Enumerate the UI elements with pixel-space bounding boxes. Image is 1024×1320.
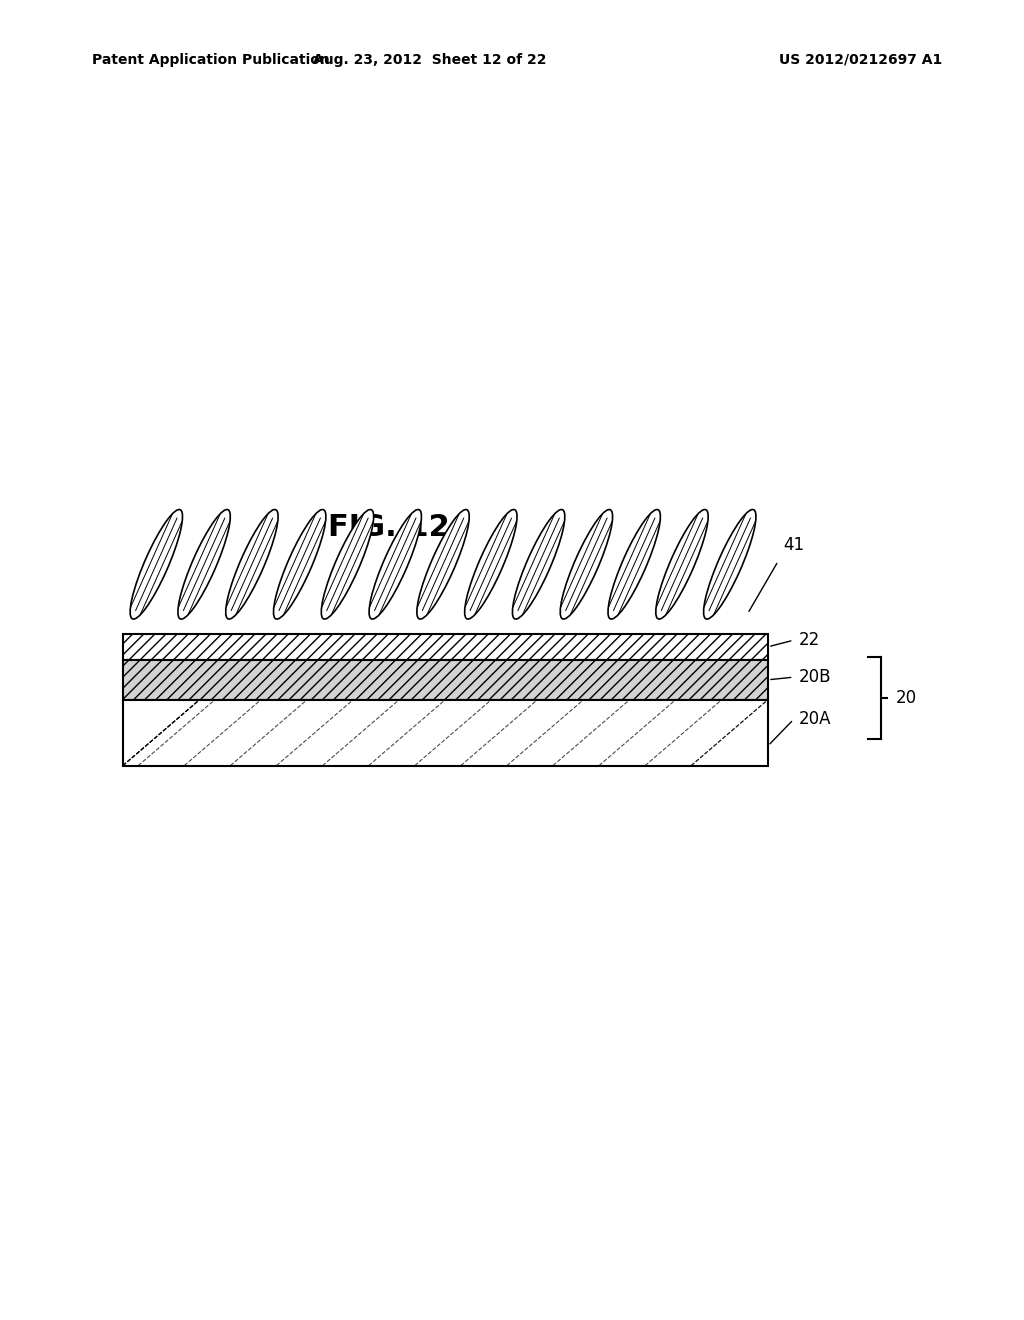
Ellipse shape	[369, 510, 422, 619]
Ellipse shape	[608, 510, 660, 619]
Text: Patent Application Publication: Patent Application Publication	[92, 53, 330, 67]
Ellipse shape	[225, 510, 279, 619]
Ellipse shape	[178, 510, 230, 619]
Ellipse shape	[512, 510, 565, 619]
Text: FIG. 12: FIG. 12	[329, 513, 450, 543]
Ellipse shape	[273, 510, 326, 619]
Text: US 2012/0212697 A1: US 2012/0212697 A1	[779, 53, 942, 67]
Ellipse shape	[655, 510, 709, 619]
FancyBboxPatch shape	[123, 634, 768, 660]
Text: 22: 22	[799, 631, 820, 649]
Ellipse shape	[130, 510, 182, 619]
Ellipse shape	[465, 510, 517, 619]
Ellipse shape	[417, 510, 469, 619]
FancyBboxPatch shape	[123, 700, 768, 766]
Ellipse shape	[560, 510, 612, 619]
FancyBboxPatch shape	[123, 660, 768, 700]
Text: Aug. 23, 2012  Sheet 12 of 22: Aug. 23, 2012 Sheet 12 of 22	[313, 53, 547, 67]
Ellipse shape	[703, 510, 756, 619]
Text: 41: 41	[783, 536, 805, 554]
Ellipse shape	[322, 510, 374, 619]
Text: 20B: 20B	[799, 668, 831, 686]
Text: 20: 20	[896, 689, 918, 708]
Text: 20A: 20A	[799, 710, 831, 729]
